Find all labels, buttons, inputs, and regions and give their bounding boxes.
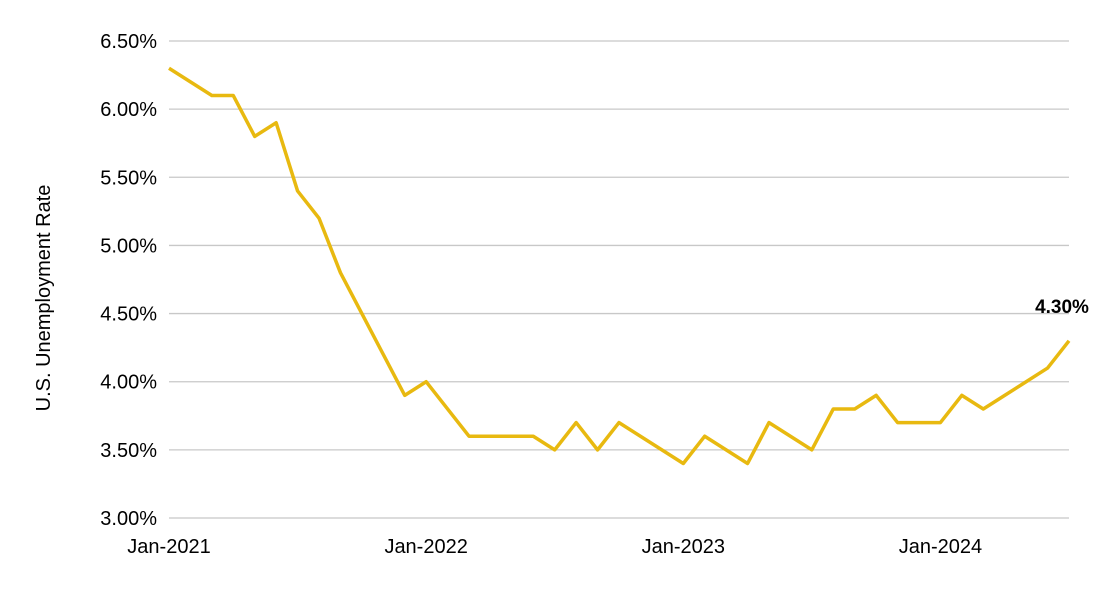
y-tick-label: 4.00% (100, 372, 157, 394)
last-value-annotation: 4.30% (1035, 297, 1089, 318)
x-tick-label: Jan-2023 (642, 536, 725, 558)
y-tick-label: 3.50% (100, 440, 157, 462)
x-tick-label: Jan-2021 (127, 536, 210, 558)
y-tick-label: 3.00% (100, 508, 157, 530)
y-tick-label: 6.00% (100, 99, 157, 121)
data-points (169, 68, 1069, 463)
y-axis-label: U.S. Unemployment Rate (33, 185, 55, 412)
gridlines (169, 41, 1069, 518)
y-tick-labels: 3.00% 3.50% 4.00% 4.50% 5.00% 5.50% 6.00% 6.50% (100, 31, 157, 530)
y-tick-label: 5.50% (100, 167, 157, 189)
y-tick-label: 5.00% (100, 235, 157, 257)
series-line (169, 68, 1069, 463)
x-tick-labels: Jan-2021 Jan-2022 Jan-2023 Jan-2024 (127, 536, 982, 558)
x-tick-label: Jan-2022 (384, 536, 467, 558)
x-tick-label: Jan-2024 (899, 536, 982, 558)
y-tick-label: 4.50% (100, 304, 157, 326)
y-tick-label: 6.50% (100, 31, 157, 53)
